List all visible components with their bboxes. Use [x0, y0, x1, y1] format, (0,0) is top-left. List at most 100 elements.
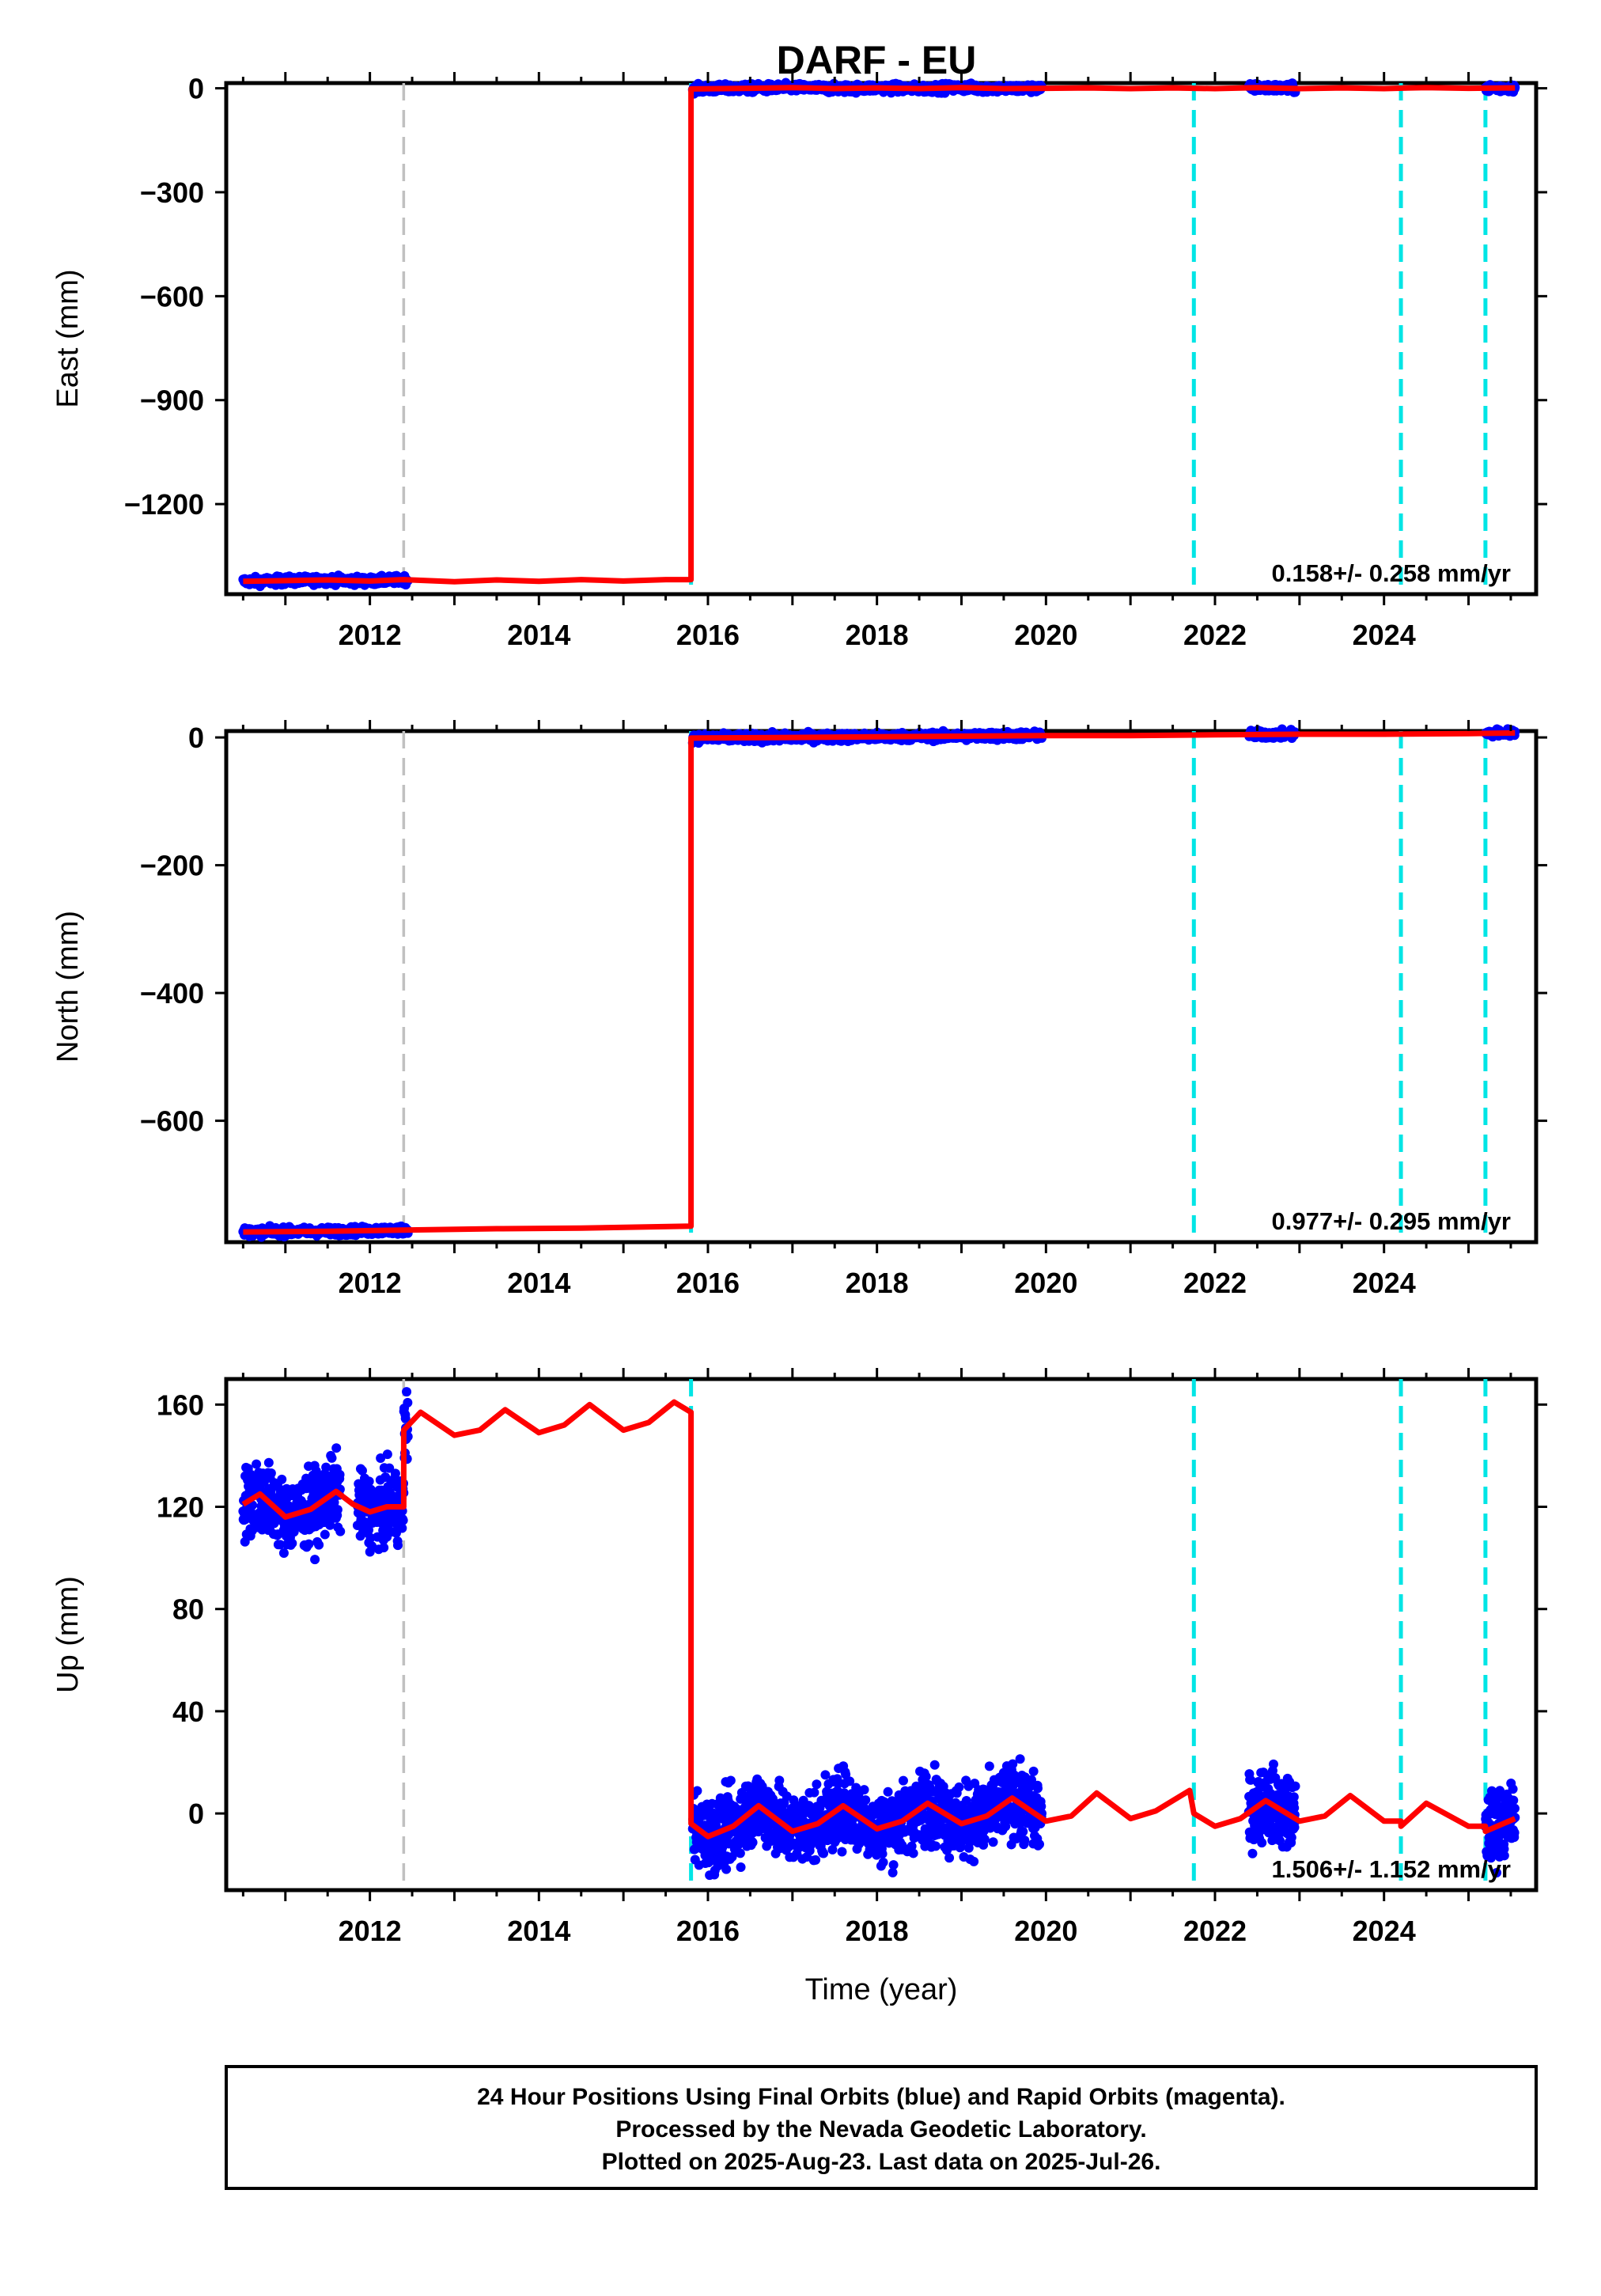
model-fit-line: [243, 729, 1516, 1235]
x-tick-label: 2014: [507, 619, 570, 651]
x-tick-label: 2024: [1353, 1267, 1416, 1299]
observation-point: [266, 1468, 276, 1479]
y-axis-label: East (mm): [51, 269, 85, 407]
observation-point: [1018, 1826, 1028, 1836]
y-tick-label: 0: [188, 722, 204, 754]
observation-point: [692, 1786, 702, 1796]
x-tick-label: 2016: [676, 1267, 740, 1299]
observation-point: [979, 1834, 990, 1844]
y-tick-label: −400: [140, 977, 204, 1010]
observation-point: [767, 1794, 778, 1804]
observation-point: [877, 1849, 888, 1859]
observation-point: [929, 1760, 940, 1770]
observation-point: [736, 1862, 746, 1872]
observation-point: [878, 1857, 888, 1867]
observation-point: [827, 1844, 838, 1855]
observation-point: [845, 1776, 855, 1786]
observation-point: [332, 1505, 343, 1515]
observation-point: [1020, 1836, 1030, 1846]
observation-point: [921, 1771, 931, 1782]
observation-point: [774, 1775, 785, 1786]
x-tick-label: 2022: [1183, 619, 1247, 651]
plot-frame: [224, 1377, 1539, 1892]
observation-point: [1028, 1766, 1039, 1776]
observation-point: [820, 1770, 831, 1780]
observation-point: [331, 1443, 342, 1453]
x-tick-label: 2020: [1014, 1267, 1077, 1299]
observation-point: [837, 1847, 847, 1857]
velocity-rate-label: 0.977+/- 0.295 mm/yr: [1272, 1207, 1511, 1235]
observation-point: [320, 1529, 330, 1540]
x-tick-label: 2012: [339, 619, 402, 651]
observation-point: [327, 1453, 337, 1463]
observation-point: [859, 1785, 869, 1795]
x-tick-label: 2022: [1183, 1267, 1247, 1299]
observation-point: [275, 1540, 286, 1550]
observation-point: [888, 1860, 899, 1870]
observation-point: [819, 1848, 829, 1858]
observation-point: [898, 1775, 908, 1786]
observation-point: [1257, 1838, 1267, 1848]
x-tick-label: 2024: [1353, 619, 1416, 651]
observation-point: [1247, 1848, 1258, 1858]
observation-point: [908, 1848, 918, 1858]
observation-point: [240, 1536, 250, 1547]
observation-point: [364, 1476, 374, 1487]
observation-point: [382, 1449, 392, 1460]
observation-point: [263, 1457, 274, 1468]
observation-point: [310, 1555, 320, 1565]
observation-point: [1026, 1775, 1036, 1785]
observation-point: [861, 1795, 871, 1805]
x-tick-label: 2018: [846, 1267, 909, 1299]
observation-point: [278, 1548, 289, 1558]
observation-point: [888, 1867, 898, 1877]
observation-point: [402, 1387, 412, 1397]
observation-point: [833, 1779, 843, 1789]
y-tick-label: −300: [140, 176, 204, 209]
observation-point: [782, 1791, 792, 1802]
observation-point: [403, 1397, 413, 1408]
observation-point: [321, 1462, 331, 1472]
observation-point: [931, 1841, 941, 1851]
x-tick-label: 2018: [846, 619, 909, 651]
observation-point: [1246, 1775, 1256, 1785]
y-tick-label: −900: [140, 385, 204, 417]
observation-point: [1034, 1839, 1044, 1849]
x-tick-label: 2014: [507, 1267, 570, 1299]
observation-point: [748, 1837, 758, 1847]
observation-point: [384, 1463, 395, 1473]
y-axis-label: North (mm): [51, 911, 85, 1063]
observation-point: [252, 1459, 262, 1469]
y-tick-label: −200: [140, 850, 204, 882]
x-tick-label: 2020: [1014, 619, 1077, 651]
observation-point: [1008, 1759, 1018, 1769]
y-tick-label: −1200: [124, 488, 204, 521]
observation-point: [397, 1523, 407, 1533]
model-fit-line: [243, 85, 1516, 585]
y-tick-label: 0: [188, 73, 204, 105]
observation-point: [984, 1761, 994, 1771]
observation-point: [906, 1841, 917, 1851]
observation-point: [335, 1469, 345, 1480]
observation-point: [400, 1413, 411, 1423]
observation-point: [287, 1538, 297, 1548]
observation-point: [380, 1472, 391, 1482]
observation-point: [379, 1543, 389, 1553]
observation-point: [809, 1787, 819, 1798]
observation-point: [304, 1539, 314, 1549]
observation-point: [398, 1515, 408, 1525]
observation-point: [954, 1782, 964, 1792]
observation-point: [988, 1837, 998, 1847]
y-tick-label: −600: [140, 1105, 204, 1138]
observation-point: [811, 1855, 821, 1865]
observation-point: [1001, 1821, 1011, 1832]
observation-point: [727, 1851, 737, 1862]
y-tick-label: −600: [140, 280, 204, 313]
observation-point: [721, 1864, 732, 1874]
observation-point: [1268, 1759, 1278, 1769]
observation-point: [725, 1775, 736, 1786]
